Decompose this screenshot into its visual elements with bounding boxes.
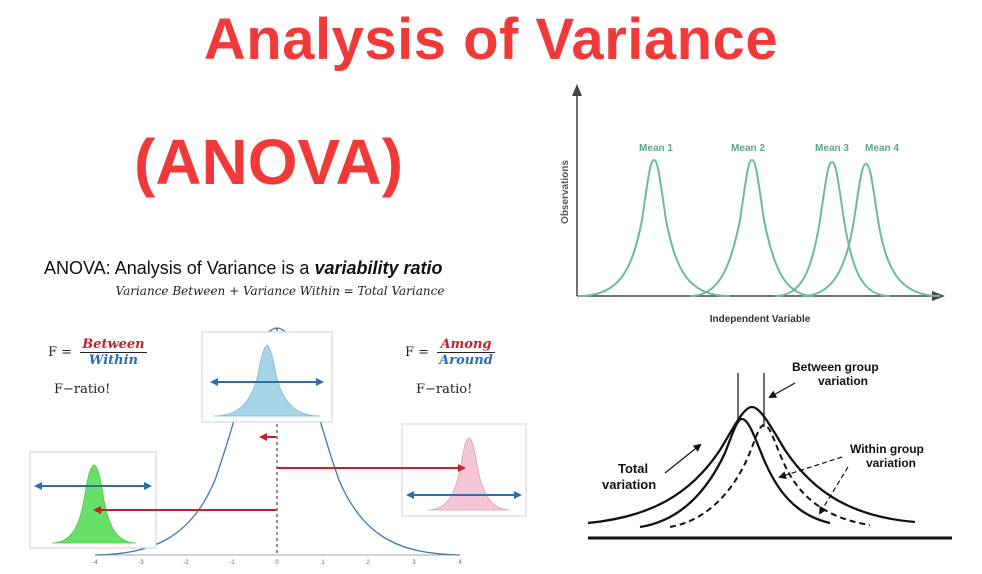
ratio-heading-prefix: ANOVA: Analysis of Variance is a <box>44 258 315 278</box>
between-variance-box <box>201 331 333 423</box>
mean-1-curve <box>577 158 731 297</box>
mean-2-curve <box>689 158 815 297</box>
means-x-label: Independent Variable <box>710 314 811 325</box>
tick-label: -1 <box>229 560 235 566</box>
within-group-label-line2: variation <box>866 456 916 470</box>
mean-3-curve <box>774 160 891 297</box>
tick-label: -4 <box>92 560 98 566</box>
tick-label: -2 <box>183 560 189 566</box>
mean-4-label: Mean 4 <box>865 143 899 154</box>
tick-label: 2 <box>366 560 370 566</box>
formula-right: F = Among Around <box>405 337 495 368</box>
formula-right-caption: F−ratio! <box>416 382 473 397</box>
formula-left-fraction: Between Within <box>80 337 147 368</box>
group-means-chart: Observations Independent Variable Mean 1… <box>560 84 945 325</box>
tick-label: 4 <box>458 560 462 566</box>
formula-left-caption: F−ratio! <box>54 382 111 397</box>
mean-1-label: Mean 1 <box>639 143 673 154</box>
formula-left-lhs: F = <box>48 345 73 360</box>
variation-chart: Between group variation Within group var… <box>587 360 952 540</box>
within-variance-box-left <box>29 451 157 549</box>
between-group-label-line1: Between group <box>792 360 879 374</box>
formula-left: F = Between Within <box>48 337 147 368</box>
formula-right-lhs: F = <box>405 345 430 360</box>
between-group-label-line2: variation <box>818 374 868 388</box>
mean-2-label: Mean 2 <box>731 143 765 154</box>
main-title: Analysis of Variance <box>203 7 779 72</box>
formula-left-numerator: Between <box>80 337 147 353</box>
total-variation-label-line2: variation <box>602 477 656 492</box>
tick-label: 1 <box>321 560 325 566</box>
ratio-heading: ANOVA: Analysis of Variance is a variabi… <box>44 258 443 279</box>
within-pointer-2 <box>818 466 849 515</box>
total-variation-label-line1: Total <box>618 461 648 476</box>
tick-label: -3 <box>138 560 144 566</box>
group-curve-solid <box>639 417 831 529</box>
formula-left-denominator: Within <box>88 353 138 368</box>
means-y-label: Observations <box>560 160 571 224</box>
variance-equation: Variance Between + Variance Within = Tot… <box>115 284 445 298</box>
ratio-heading-emphasis: variability ratio <box>314 258 443 278</box>
within-variance-box-right <box>401 423 527 517</box>
formula-right-fraction: Among Around <box>437 337 495 368</box>
means-y-axis-arrowhead <box>572 84 582 96</box>
variability-ratio-diagram: -4 -3 -2 -1 0 1 2 3 4 <box>29 327 527 566</box>
anova-subtitle: (ANOVA) <box>134 126 403 198</box>
within-pointer-1 <box>778 456 843 479</box>
mean-3-label: Mean 3 <box>815 143 849 154</box>
tick-label: 3 <box>412 560 416 566</box>
within-group-label-line1: Within group <box>850 442 924 456</box>
mean-4-curve <box>801 162 941 297</box>
formula-right-numerator: Among <box>437 337 495 353</box>
total-pointer-arrow <box>664 443 702 474</box>
between-pointer-arrow <box>768 382 796 398</box>
bell-axis-ticks: -4 -3 -2 -1 0 1 2 3 4 <box>92 560 462 566</box>
tick-label: 0 <box>275 560 279 566</box>
formula-right-denominator: Around <box>439 353 493 368</box>
